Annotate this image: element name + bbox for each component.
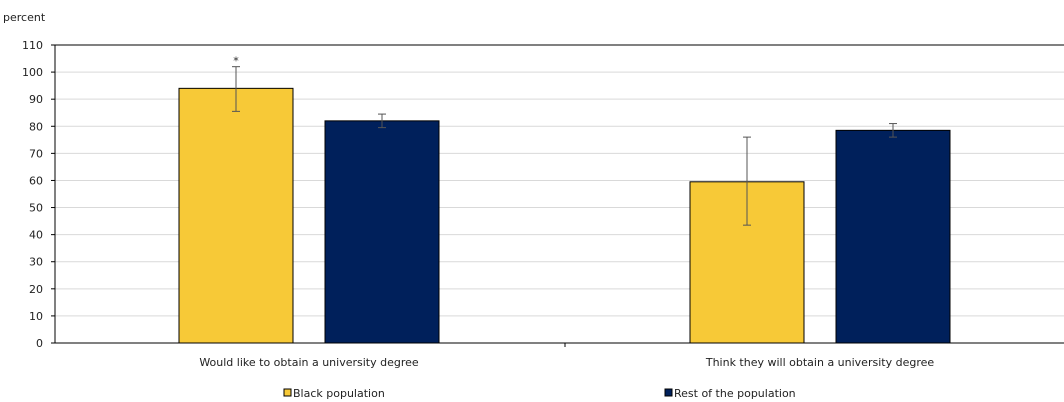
y-tick-label: 60 — [29, 174, 43, 187]
y-tick-label: 30 — [29, 256, 43, 269]
bar — [324, 120, 440, 344]
bar — [178, 87, 294, 344]
y-tick-label: 70 — [29, 147, 43, 160]
y-tick-label: 20 — [29, 283, 43, 296]
bar — [835, 129, 951, 344]
bars — [178, 87, 951, 344]
y-axis-unit-label: percent — [3, 11, 46, 24]
y-tick-label: 100 — [22, 66, 43, 79]
axes — [54, 44, 1064, 347]
significance-marker: * — [233, 55, 239, 68]
legend-label: Rest of the population — [674, 387, 796, 400]
y-tick-label: 0 — [36, 337, 43, 350]
y-tick-label: 80 — [29, 120, 43, 133]
legend-swatch — [664, 388, 673, 397]
legend-label: Black population — [293, 387, 385, 400]
x-category-label: Would like to obtain a university degree — [199, 356, 419, 369]
legend: Black population Rest of the population — [283, 387, 796, 400]
error-bars: * — [232, 55, 897, 226]
x-category-label: Think they will obtain a university degr… — [705, 356, 935, 369]
legend-swatch — [283, 388, 292, 397]
y-tick-label: 10 — [29, 310, 43, 323]
y-tick-label: 90 — [29, 93, 43, 106]
y-tick-label: 110 — [22, 39, 43, 52]
x-axis-categories: Would like to obtain a university degree… — [199, 356, 934, 369]
y-tick-label: 50 — [29, 202, 43, 215]
y-tick-label: 40 — [29, 229, 43, 242]
y-axis-ticks: 0 10 20 30 40 50 60 70 80 90 100 110 — [22, 39, 55, 350]
